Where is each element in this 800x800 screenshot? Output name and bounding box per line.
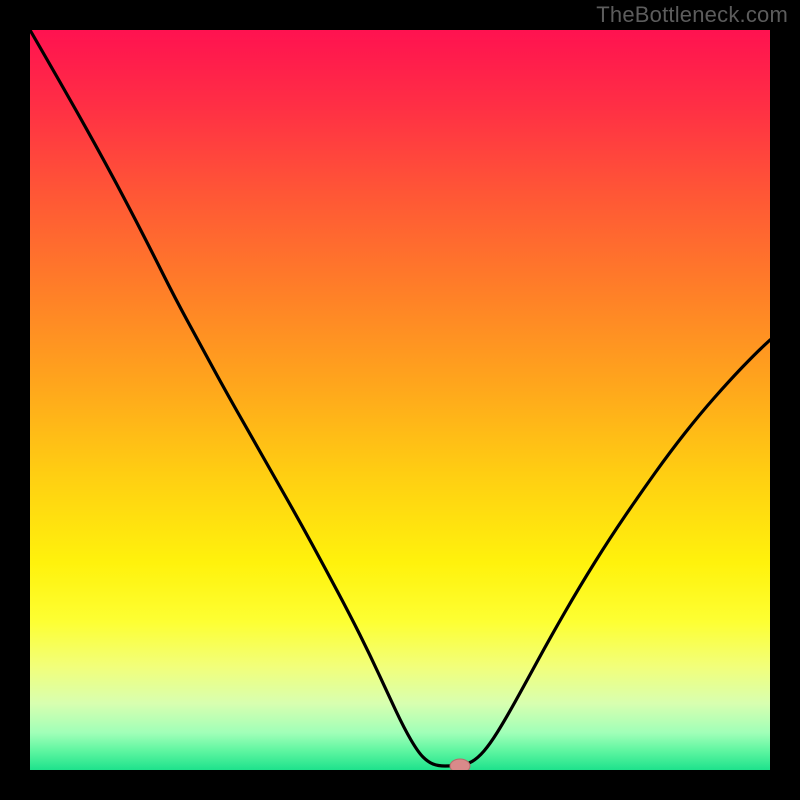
frame-border-left — [0, 0, 30, 800]
frame-border-right — [770, 0, 800, 800]
frame-border-bottom — [0, 770, 800, 800]
gradient-background — [30, 30, 770, 770]
watermark-text: TheBottleneck.com — [596, 2, 788, 28]
bottleneck-chart — [0, 0, 800, 800]
